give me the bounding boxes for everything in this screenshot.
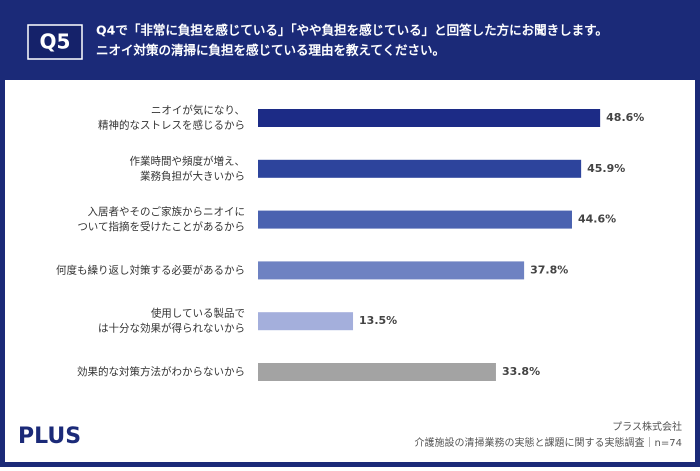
title-line: ニオイ対策の清掃に負担を感じている理由を教えてください。 xyxy=(96,43,445,58)
category-label: 入居者やそのご家族からニオイに xyxy=(88,205,246,218)
value-label: 45.9% xyxy=(587,162,625,175)
category-label: 効果的な対策方法がわからないから xyxy=(77,365,245,378)
category-label: 業務負担が大きいから xyxy=(140,169,245,182)
bar xyxy=(258,312,354,331)
category-label: 精神的なストレスを感じるから xyxy=(98,119,245,132)
logo: PLUS xyxy=(18,424,81,449)
value-label: 37.8% xyxy=(530,263,568,276)
source: 介護施設の清掃業務の実態と課題に関する実態調査｜n=74 xyxy=(415,436,682,449)
category-label: 作業時間や頻度が増え、 xyxy=(130,154,246,167)
title-line: Q4で「非常に負担を感じている」「やや負担を感じている」と回答した方にお聞きしま… xyxy=(96,23,608,38)
badge-box xyxy=(27,24,83,60)
value-label: 48.6% xyxy=(606,111,644,124)
category-label: 使用している製品で xyxy=(151,307,245,320)
category-label: ニオイが気になり、 xyxy=(151,104,245,117)
value-label: 33.8% xyxy=(502,365,540,378)
value-label: 44.6% xyxy=(578,213,616,226)
bar xyxy=(258,109,601,127)
category-label: 何度も繰り返し対策する必要があるから xyxy=(56,263,245,276)
badge: Q5 xyxy=(40,30,71,54)
bar xyxy=(258,159,582,178)
category-label: ついて指摘を受けたことがあるから xyxy=(77,220,245,233)
category-label: は十分な効果が得られないから xyxy=(98,322,245,335)
bar xyxy=(258,210,572,229)
company: プラス株式会社 xyxy=(612,420,682,433)
bar xyxy=(258,363,496,381)
bar xyxy=(258,261,525,280)
value-label: 13.5% xyxy=(359,314,397,327)
